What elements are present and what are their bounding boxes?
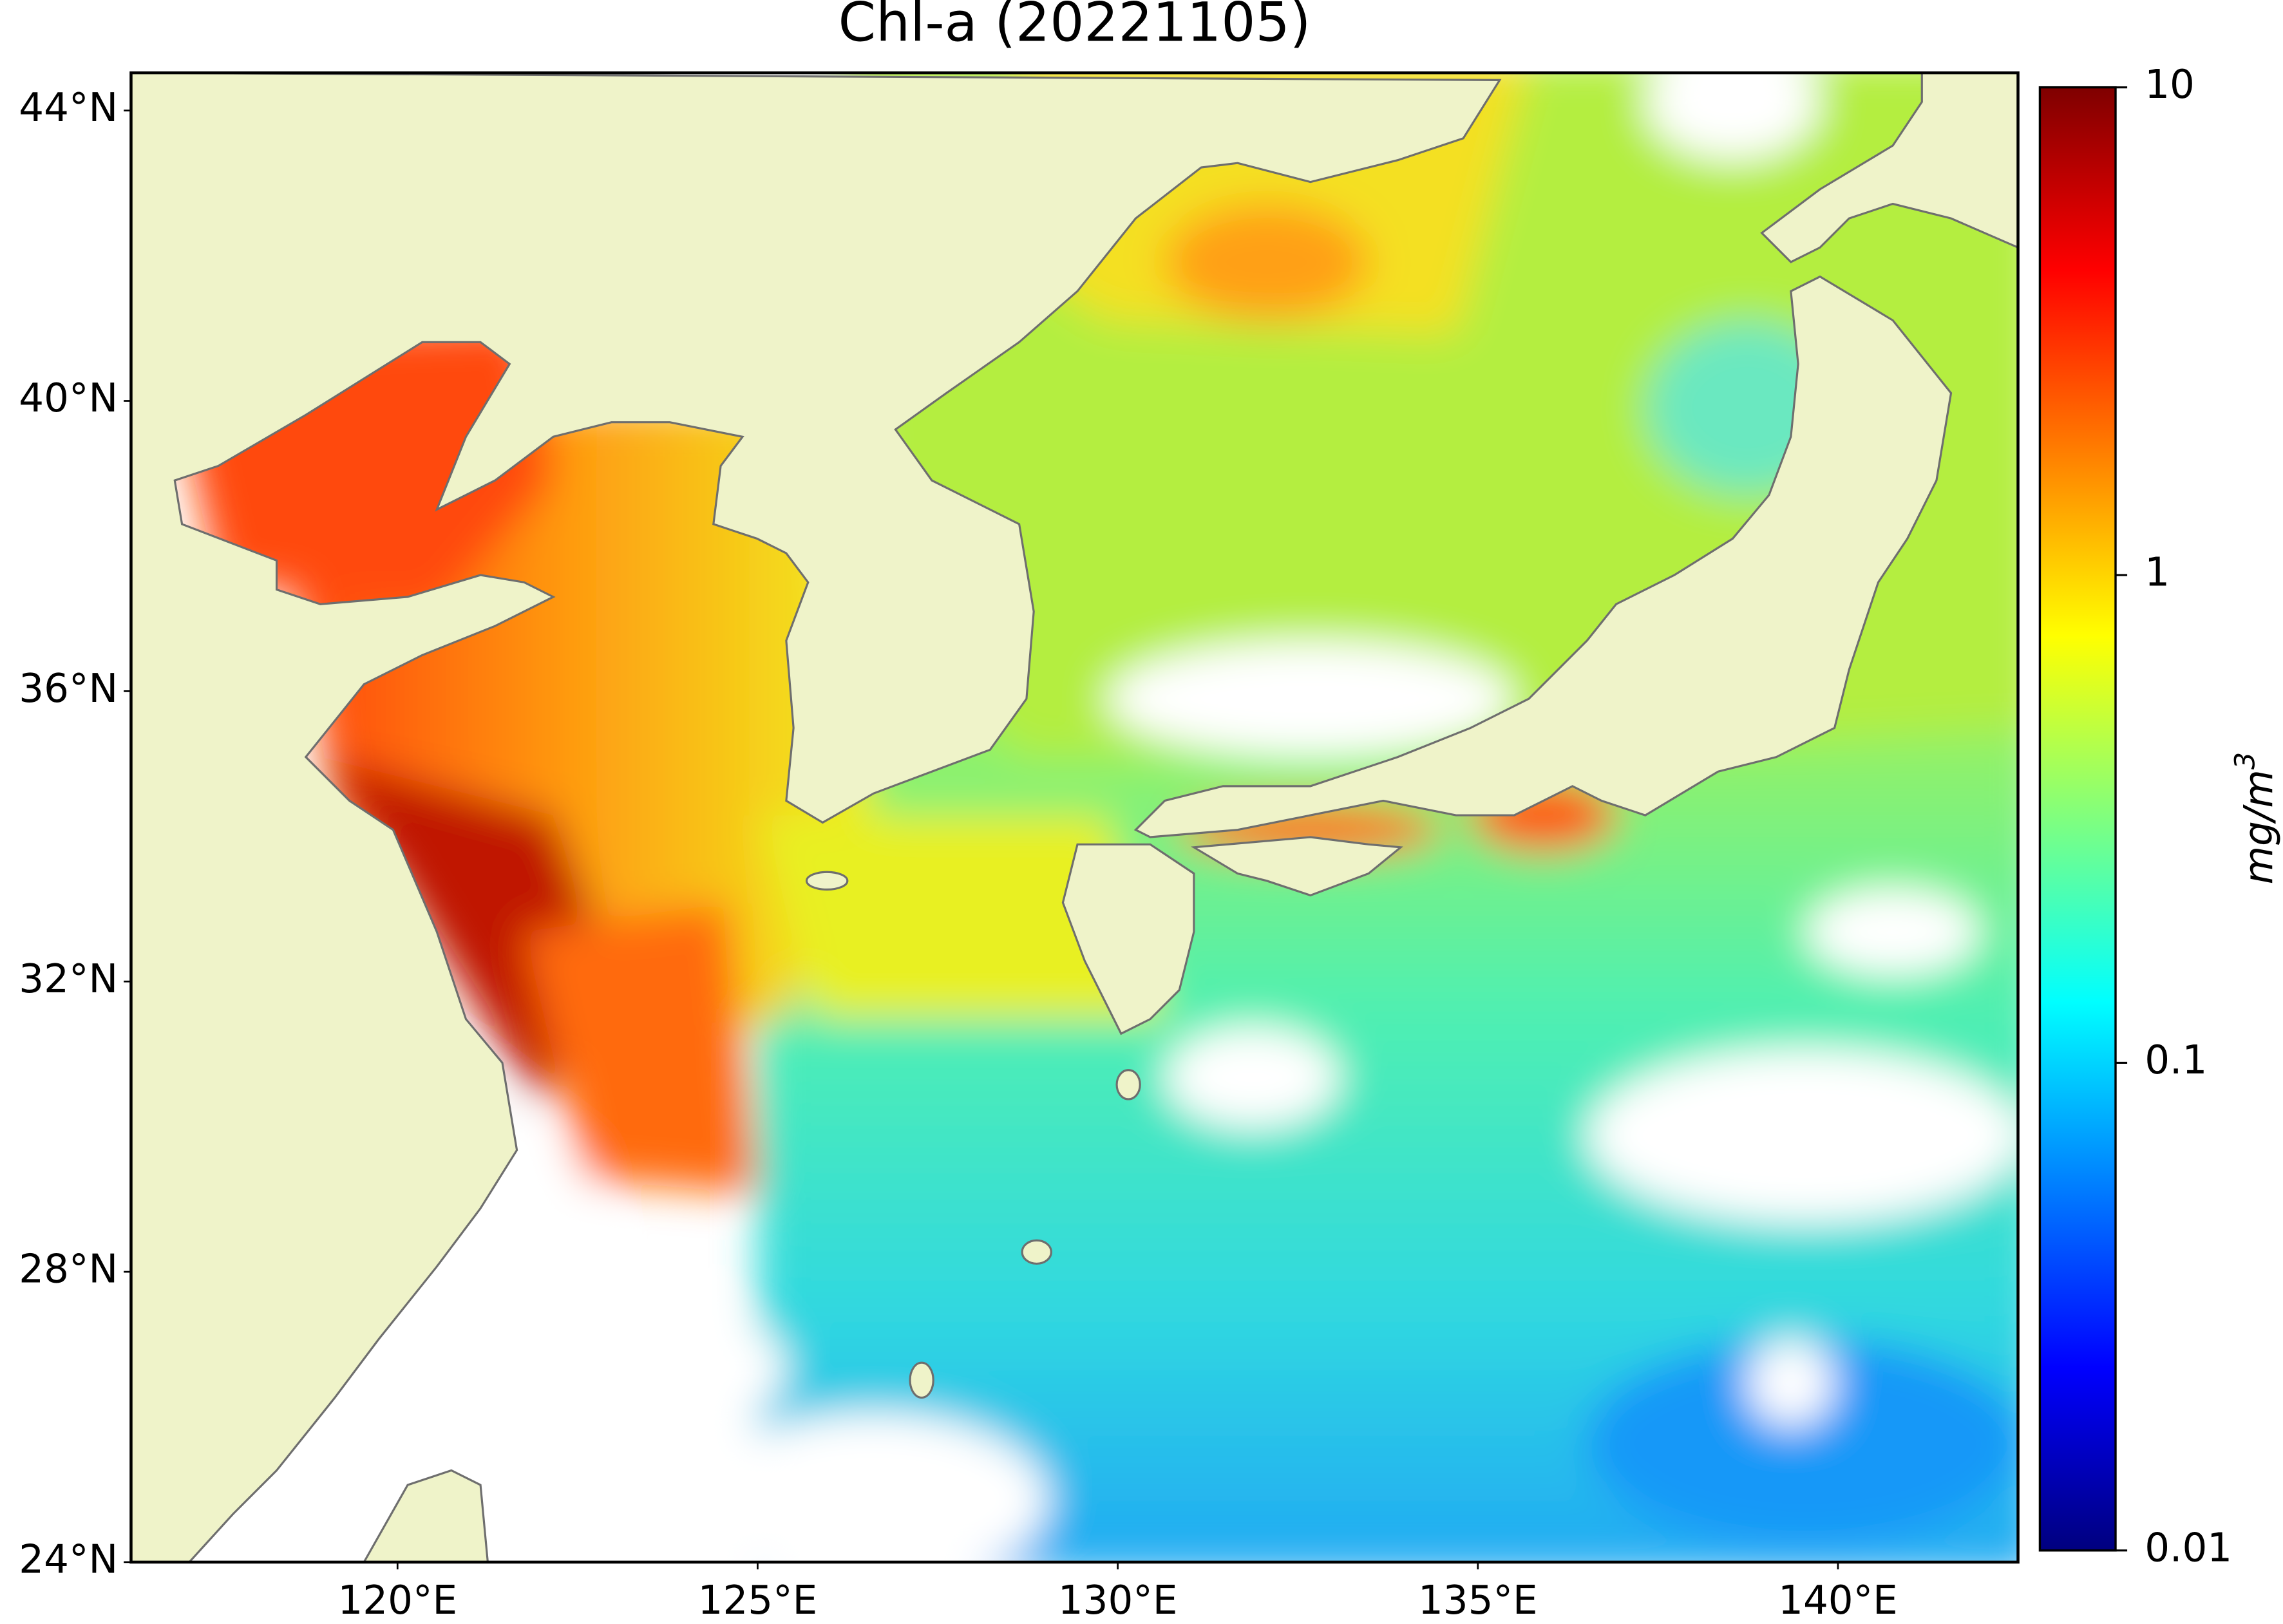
chlorophyll-field bbox=[131, 73, 2018, 1562]
unit: mg/m bbox=[2236, 770, 2282, 884]
kyushu bbox=[1061, 843, 1195, 1035]
map-frame bbox=[129, 71, 2020, 1564]
island bbox=[1021, 1239, 1052, 1265]
y-tick-label: 36°N bbox=[19, 666, 118, 712]
y-tick-label: 32°N bbox=[19, 956, 118, 1002]
colorbar-tick-label: 0.1 bbox=[2145, 1037, 2207, 1083]
colorbar bbox=[2040, 87, 2116, 1551]
island bbox=[1115, 1069, 1141, 1100]
x-tick-label: 125°E bbox=[698, 1578, 818, 1623]
jeju bbox=[805, 871, 849, 891]
y-tick-label: 24°N bbox=[19, 1536, 118, 1582]
land bbox=[131, 73, 2018, 1562]
honshu bbox=[1133, 275, 1953, 838]
unit-exponent: 3 bbox=[2229, 752, 2261, 770]
x-tick-label: 130°E bbox=[1058, 1578, 1178, 1623]
map-title: Chl-a (20221105) bbox=[838, 0, 1311, 54]
colorbar-frame bbox=[2038, 86, 2117, 1552]
colorbar-tick-label: 0.01 bbox=[2145, 1525, 2232, 1571]
hokkaido bbox=[1760, 73, 2018, 263]
colorbar-label: mg/m3 bbox=[2229, 752, 2282, 885]
x-tick-label: 120°E bbox=[337, 1578, 457, 1623]
shikoku bbox=[1190, 836, 1403, 897]
colorbar-tick-label: 10 bbox=[2145, 62, 2195, 108]
x-tick-label: 140°E bbox=[1778, 1578, 1898, 1623]
taiwan bbox=[363, 1469, 489, 1562]
colorbar-tick-label: 1 bbox=[2145, 550, 2170, 596]
y-tick-label: 44°N bbox=[19, 85, 118, 131]
asia-mainland bbox=[131, 73, 1502, 1562]
map-area bbox=[131, 73, 2018, 1562]
y-tick-label: 28°N bbox=[19, 1247, 118, 1292]
y-tick-label: 40°N bbox=[19, 375, 118, 421]
x-tick-label: 135°E bbox=[1418, 1578, 1538, 1623]
island bbox=[909, 1361, 934, 1399]
